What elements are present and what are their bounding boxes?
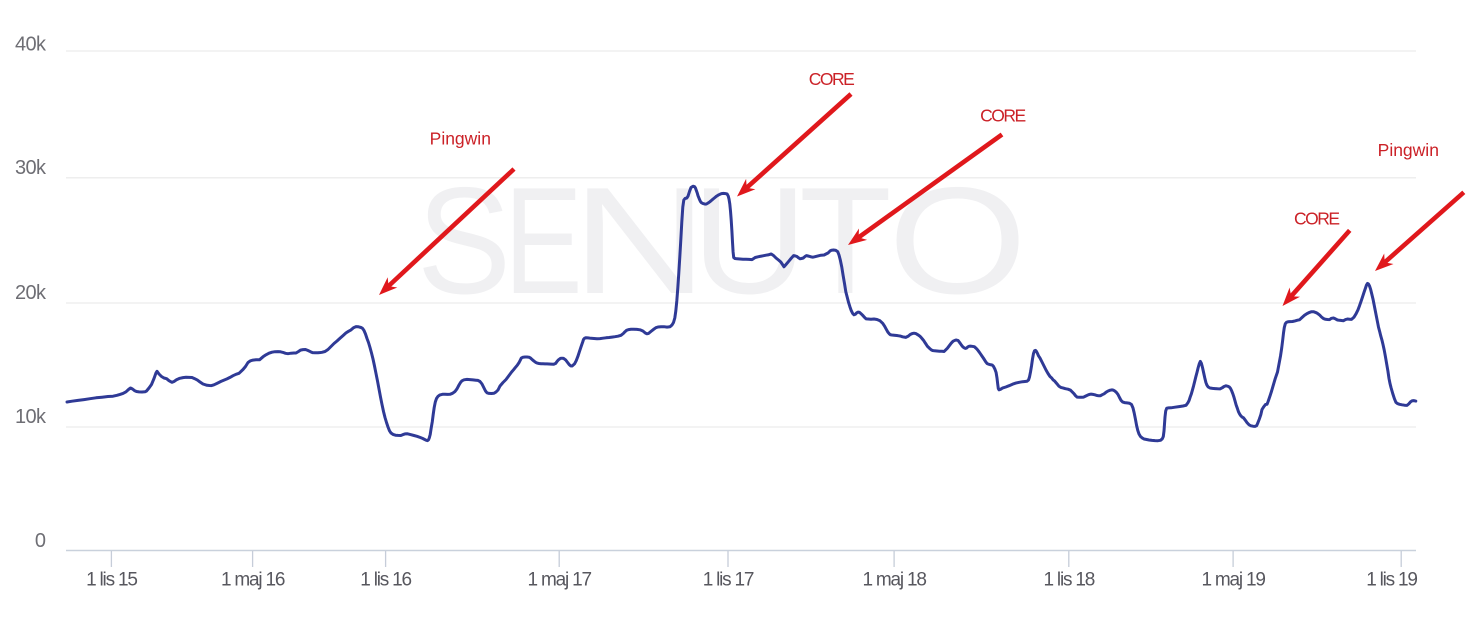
svg-text:20k: 20k bbox=[15, 282, 47, 304]
svg-text:1 lis 15: 1 lis 15 bbox=[86, 570, 137, 591]
svg-text:Pingwin: Pingwin bbox=[1378, 140, 1439, 160]
svg-text:10k: 10k bbox=[15, 406, 47, 428]
svg-text:40k: 40k bbox=[15, 33, 47, 55]
svg-text:0: 0 bbox=[35, 530, 46, 552]
svg-text:Pingwin: Pingwin bbox=[430, 129, 491, 149]
svg-text:30k: 30k bbox=[15, 157, 47, 179]
svg-text:1 maj 18: 1 maj 18 bbox=[862, 570, 926, 591]
svg-text:1 lis 17: 1 lis 17 bbox=[703, 570, 754, 591]
svg-text:T: T bbox=[799, 156, 892, 326]
svg-text:CORE: CORE bbox=[809, 69, 854, 89]
svg-text:O: O bbox=[888, 156, 1027, 326]
svg-text:CORE: CORE bbox=[1294, 208, 1339, 228]
svg-text:1 lis 18: 1 lis 18 bbox=[1043, 570, 1094, 591]
svg-text:N: N bbox=[572, 156, 708, 326]
svg-text:1 lis 19: 1 lis 19 bbox=[1366, 570, 1417, 591]
svg-text:1 maj 16: 1 maj 16 bbox=[221, 570, 285, 591]
svg-text:1 maj 19: 1 maj 19 bbox=[1201, 570, 1265, 591]
svg-text:CORE: CORE bbox=[980, 105, 1025, 125]
svg-text:1 lis 16: 1 lis 16 bbox=[360, 570, 411, 591]
svg-text:1 maj 17: 1 maj 17 bbox=[528, 570, 592, 591]
svg-text:E: E bbox=[504, 156, 582, 326]
svg-text:S: S bbox=[417, 156, 511, 326]
svg-text:U: U bbox=[692, 156, 808, 326]
